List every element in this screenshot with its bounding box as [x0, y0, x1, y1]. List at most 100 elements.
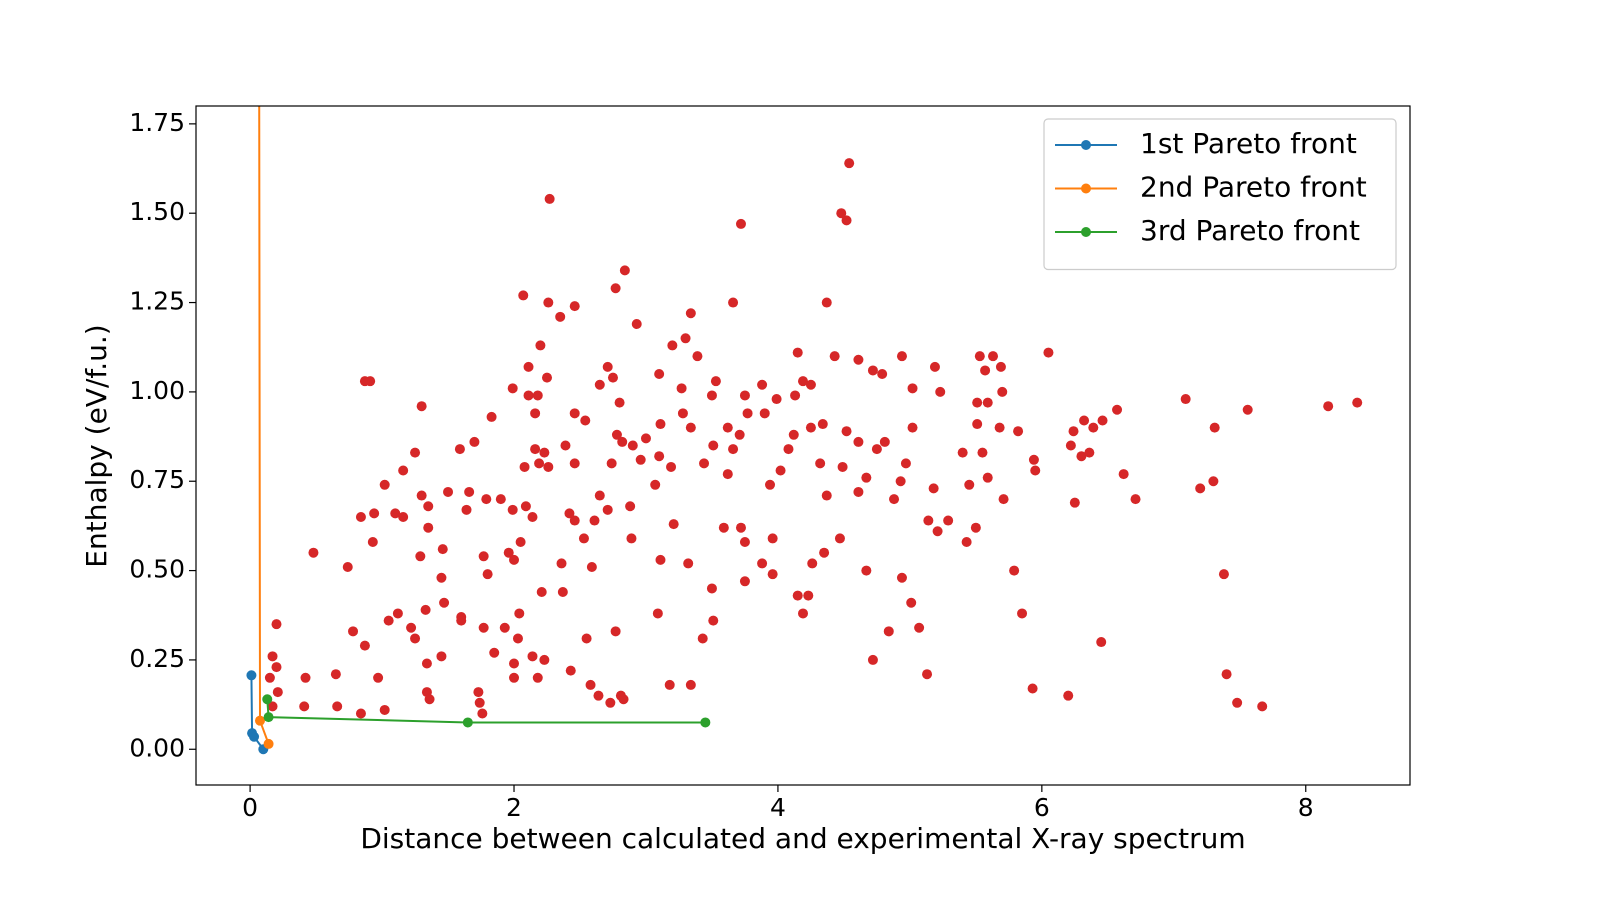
point [783, 444, 794, 455]
x-tick-label: 4 [770, 793, 786, 822]
point [972, 419, 983, 430]
point [262, 694, 273, 705]
point [877, 369, 888, 380]
point [523, 361, 534, 372]
point [734, 429, 745, 440]
point [580, 415, 591, 426]
point [706, 390, 717, 401]
point [844, 158, 855, 169]
point [739, 576, 750, 587]
point [544, 193, 555, 204]
point [867, 365, 878, 376]
point [1208, 476, 1219, 487]
point [462, 717, 473, 728]
point [543, 461, 554, 472]
point [994, 422, 1005, 433]
point [594, 490, 605, 501]
point [699, 458, 710, 469]
point [249, 731, 260, 742]
point [469, 436, 480, 447]
point [1242, 404, 1253, 415]
point [685, 308, 696, 319]
point [829, 351, 840, 362]
point [668, 519, 679, 530]
point [974, 351, 985, 362]
point [482, 569, 493, 580]
y-axis-label: Enthalpy (eV/f.u.) [80, 324, 113, 567]
point [614, 397, 625, 408]
point [757, 379, 768, 390]
point [739, 536, 750, 547]
point [1043, 347, 1054, 358]
x-axis-label: Distance between calculated and experime… [360, 822, 1245, 855]
point [676, 383, 687, 394]
point [464, 486, 475, 497]
point [961, 536, 972, 547]
point [1096, 637, 1107, 648]
point [569, 515, 580, 526]
point [509, 672, 520, 683]
point [1063, 690, 1074, 701]
x-tick-label: 0 [242, 793, 258, 822]
point [1180, 394, 1191, 405]
legend-marker [1081, 227, 1091, 237]
point [514, 608, 525, 619]
point [263, 738, 274, 749]
point [578, 533, 589, 544]
point [1097, 415, 1108, 426]
point [454, 444, 465, 455]
point [788, 429, 799, 440]
point [271, 619, 282, 630]
point [805, 422, 816, 433]
point [611, 429, 622, 440]
point [998, 494, 1009, 505]
point [536, 587, 547, 598]
y-tick-label: 0.00 [129, 733, 185, 762]
point [627, 440, 638, 451]
point [735, 218, 746, 229]
point [970, 522, 981, 533]
point [728, 297, 739, 308]
point [605, 697, 616, 708]
point [819, 547, 830, 558]
point [722, 422, 733, 433]
point [995, 361, 1006, 372]
point [664, 679, 675, 690]
point [456, 615, 467, 626]
point [935, 386, 946, 397]
point [718, 522, 729, 533]
point [654, 451, 665, 462]
point [416, 490, 427, 501]
point [527, 651, 538, 662]
point [706, 583, 717, 594]
point [539, 654, 550, 665]
y-tick-label: 0.25 [129, 644, 185, 673]
point [1079, 415, 1090, 426]
point [367, 536, 378, 547]
point [977, 447, 988, 458]
point [841, 426, 852, 437]
point [617, 436, 628, 447]
point [722, 469, 733, 480]
point [1112, 404, 1123, 415]
point [685, 679, 696, 690]
point [1076, 451, 1087, 462]
point [507, 504, 518, 515]
point [1065, 440, 1076, 451]
point [1069, 497, 1080, 508]
point [821, 490, 832, 501]
point [520, 501, 531, 512]
point [928, 483, 939, 494]
point [420, 604, 431, 615]
point [626, 533, 637, 544]
point [355, 511, 366, 522]
point [683, 558, 694, 569]
point [742, 408, 753, 419]
point [1088, 422, 1099, 433]
point [254, 715, 265, 726]
point [666, 461, 677, 472]
point [478, 551, 489, 562]
point [398, 511, 409, 522]
point [610, 626, 621, 637]
point [410, 447, 421, 458]
